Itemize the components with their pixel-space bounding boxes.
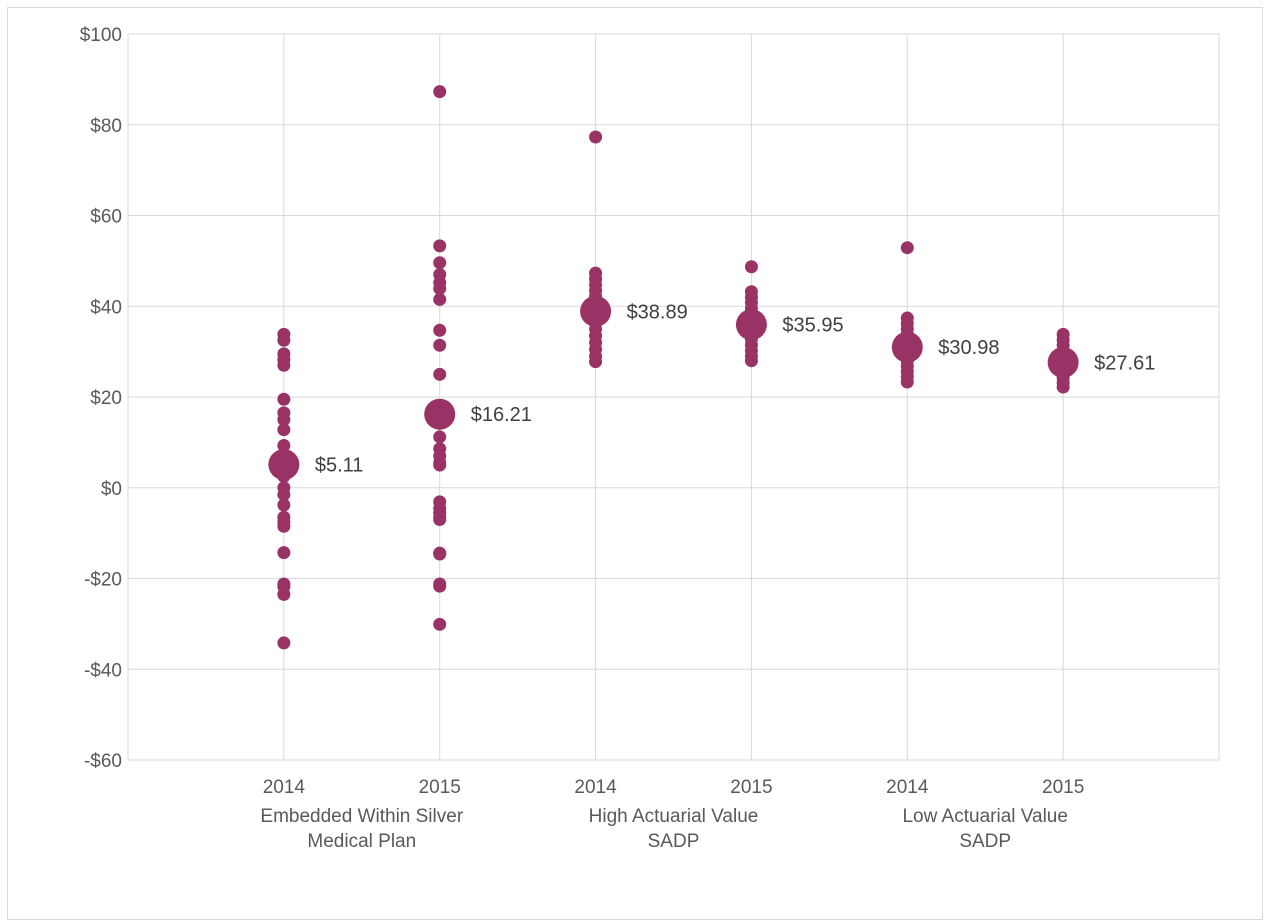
x-tick-label-year: 2015 xyxy=(1042,777,1084,798)
data-point xyxy=(901,376,914,389)
y-tick-label: -$20 xyxy=(84,570,122,591)
mean-data-label: $35.95 xyxy=(782,315,843,337)
data-point xyxy=(277,393,290,406)
y-tick-label: -$60 xyxy=(84,751,122,772)
x-group-label: Medical Plan xyxy=(307,831,416,852)
data-point xyxy=(433,324,446,337)
x-tick-label-year: 2015 xyxy=(419,777,461,798)
data-point xyxy=(277,588,290,601)
data-point xyxy=(277,359,290,372)
data-point xyxy=(433,256,446,269)
x-tick-label-year: 2014 xyxy=(263,777,306,798)
mean-data-label: $38.89 xyxy=(627,301,688,323)
mean-marker xyxy=(892,332,923,363)
data-point xyxy=(589,131,602,144)
mean-marker xyxy=(268,449,299,480)
y-tick-label: $60 xyxy=(90,207,122,228)
data-point xyxy=(433,239,446,252)
data-point xyxy=(433,618,446,631)
data-point xyxy=(433,513,446,526)
data-point xyxy=(433,459,446,472)
data-point xyxy=(277,520,290,533)
data-point xyxy=(433,430,446,443)
mean-marker xyxy=(424,399,455,430)
mean-marker xyxy=(580,296,611,327)
x-group-label: High Actuarial Value xyxy=(589,806,759,827)
data-point xyxy=(433,547,446,560)
data-point xyxy=(433,368,446,381)
data-point xyxy=(433,293,446,306)
data-point xyxy=(901,241,914,254)
x-group-label: SADP xyxy=(959,831,1011,852)
x-group-label: Embedded Within Silver xyxy=(260,806,463,827)
x-tick-label-year: 2014 xyxy=(574,777,617,798)
mean-data-label: $5.11 xyxy=(315,455,364,477)
mean-marker xyxy=(736,309,767,340)
data-point xyxy=(589,355,602,368)
x-group-label: SADP xyxy=(648,831,700,852)
x-group-label: Low Actuarial Value xyxy=(902,806,1067,827)
axis-labels: -$60 -$40 -$20 $0 $20 $40 $60 $80 $100 2014 2015 20… xyxy=(80,25,1085,852)
y-tick-label: -$40 xyxy=(84,660,122,681)
data-point xyxy=(745,260,758,273)
mean-markers: $5.11 $16.21 $38.89 $35.95 $30.98 $27.61 xyxy=(268,296,1155,480)
y-tick-label: $100 xyxy=(80,25,122,46)
data-point xyxy=(433,580,446,593)
x-tick-label-year: 2015 xyxy=(730,777,772,798)
data-point xyxy=(745,354,758,367)
data-point xyxy=(277,546,290,559)
data-point xyxy=(277,423,290,436)
data-point xyxy=(1057,381,1070,394)
mean-data-label: $30.98 xyxy=(938,337,999,359)
data-point xyxy=(433,85,446,98)
mean-data-label: $27.61 xyxy=(1094,352,1155,374)
data-point xyxy=(277,498,290,511)
data-point xyxy=(433,339,446,352)
mean-marker xyxy=(1048,347,1079,378)
grid-lines xyxy=(128,34,1219,760)
x-tick-label-year: 2014 xyxy=(886,777,929,798)
data-point xyxy=(277,334,290,347)
y-tick-label: $20 xyxy=(90,388,122,409)
y-tick-label: $80 xyxy=(90,116,122,137)
mean-data-label: $16.21 xyxy=(471,404,532,426)
y-tick-label: $40 xyxy=(90,297,122,318)
data-point xyxy=(277,636,290,649)
y-tick-label: $0 xyxy=(101,479,122,500)
data-points xyxy=(277,85,1069,649)
